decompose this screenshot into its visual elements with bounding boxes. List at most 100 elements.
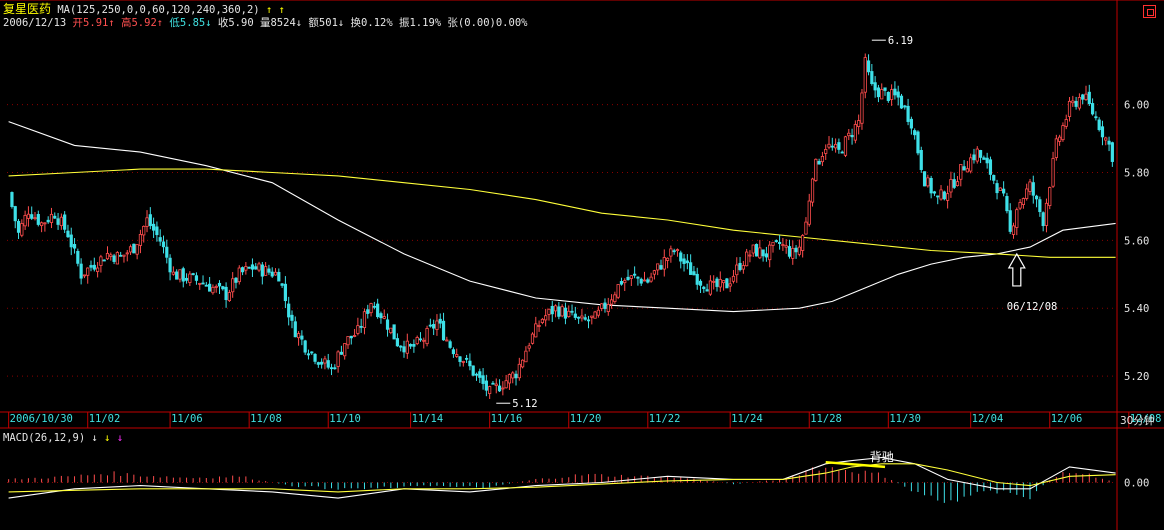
candle-up	[547, 308, 551, 315]
candle-down	[573, 313, 577, 318]
candle-up	[20, 223, 24, 236]
candle-up	[890, 89, 894, 100]
x-tick-label: 11/24	[731, 413, 763, 425]
candle-up	[537, 325, 541, 327]
candle-up	[122, 254, 126, 257]
candle-up	[1021, 198, 1025, 205]
candle-down	[873, 82, 877, 91]
candle-down	[465, 357, 469, 360]
candle-down	[906, 105, 910, 122]
candle-down	[633, 273, 637, 276]
candle-down	[13, 206, 17, 222]
candle-down	[985, 157, 989, 164]
candle-down	[92, 264, 96, 270]
candle-down	[468, 360, 472, 367]
candle-up	[642, 279, 647, 282]
candle-up	[735, 264, 739, 276]
candle-down	[471, 365, 475, 376]
candle-down	[270, 271, 274, 277]
candle-up	[784, 245, 788, 248]
candle-down	[458, 356, 462, 362]
candle-down	[1081, 94, 1085, 100]
candle-down	[491, 382, 495, 385]
candle-down	[764, 253, 769, 258]
x-tick-label: 11/10	[329, 413, 361, 425]
candle-up	[718, 279, 722, 288]
candle-up	[534, 323, 538, 338]
candle-up	[675, 249, 680, 252]
candle-up	[613, 294, 617, 302]
candle-down	[181, 268, 185, 282]
candle-down	[883, 87, 887, 91]
candle-up	[504, 380, 508, 389]
candle-down	[76, 250, 80, 264]
candle-down	[329, 367, 334, 370]
candle-up	[708, 280, 713, 295]
candle-down	[339, 351, 344, 355]
macd-label[interactable]: MACD(26,12,9)	[3, 432, 86, 444]
candle-down	[184, 277, 189, 281]
candle-up	[352, 335, 357, 337]
candle-down	[333, 367, 337, 370]
candle-down	[201, 282, 205, 285]
candle-down	[277, 271, 281, 282]
candle-up	[863, 57, 867, 93]
candle-up	[82, 274, 87, 277]
macd-arrow-1: ↓	[91, 432, 98, 444]
candle-up	[560, 306, 564, 317]
candle-down	[366, 309, 370, 314]
candle-up	[214, 285, 218, 288]
candle-up	[1064, 119, 1068, 127]
candle-up	[748, 254, 752, 257]
candle-down	[695, 273, 699, 285]
candle-down	[794, 247, 798, 253]
candle-up	[998, 187, 1002, 191]
candle-up	[461, 361, 465, 363]
x-tick-label: 12/06	[1051, 413, 1083, 425]
candle-down	[204, 284, 208, 287]
candle-up	[807, 200, 811, 225]
candle-down	[359, 326, 363, 328]
high-label: 高	[120, 17, 132, 29]
candle-down	[972, 154, 976, 161]
candle-up	[965, 168, 969, 173]
candle-down	[112, 255, 116, 262]
candle-up	[1025, 188, 1029, 199]
ma-label[interactable]: MA(125,250,0,0,60,120,240,360,2)	[57, 4, 260, 16]
candle-up	[264, 266, 268, 276]
candle-down	[603, 302, 607, 309]
candle-down	[679, 252, 683, 262]
candle-down	[982, 157, 986, 160]
window-toggle-icon[interactable]	[1143, 5, 1156, 18]
x-tick-label: 11/28	[810, 413, 842, 425]
candle-down	[787, 246, 792, 257]
candle-down	[1034, 195, 1039, 200]
candle-up	[455, 354, 459, 357]
candle-down	[1005, 196, 1009, 212]
candle-up	[606, 304, 610, 312]
candle-down	[685, 260, 689, 264]
candle-up	[540, 318, 544, 323]
candle-down	[194, 275, 199, 281]
candle-up	[946, 193, 950, 201]
candle-down	[175, 271, 179, 280]
header-line-2: 2006/12/13 开5.91↑ 高5.92↑ 低5.85↓ 收5.90 量8…	[3, 17, 527, 30]
candle-up	[527, 345, 531, 349]
turnover-value: 换0.12%	[350, 17, 393, 29]
candle-up	[273, 271, 278, 276]
candle-down	[69, 234, 73, 248]
candle-down	[36, 214, 40, 225]
candle-down	[866, 60, 871, 73]
candle-down	[408, 344, 413, 347]
candle-up	[728, 283, 732, 287]
candle-up	[949, 179, 953, 193]
stock-name[interactable]: 复星医药	[3, 2, 52, 16]
candle-up	[43, 222, 47, 225]
candle-down	[395, 338, 400, 347]
candle-down	[63, 214, 67, 230]
candle-down	[1074, 100, 1078, 107]
candle-down	[158, 237, 162, 242]
candle-up	[810, 178, 815, 203]
candle-up	[198, 282, 202, 285]
